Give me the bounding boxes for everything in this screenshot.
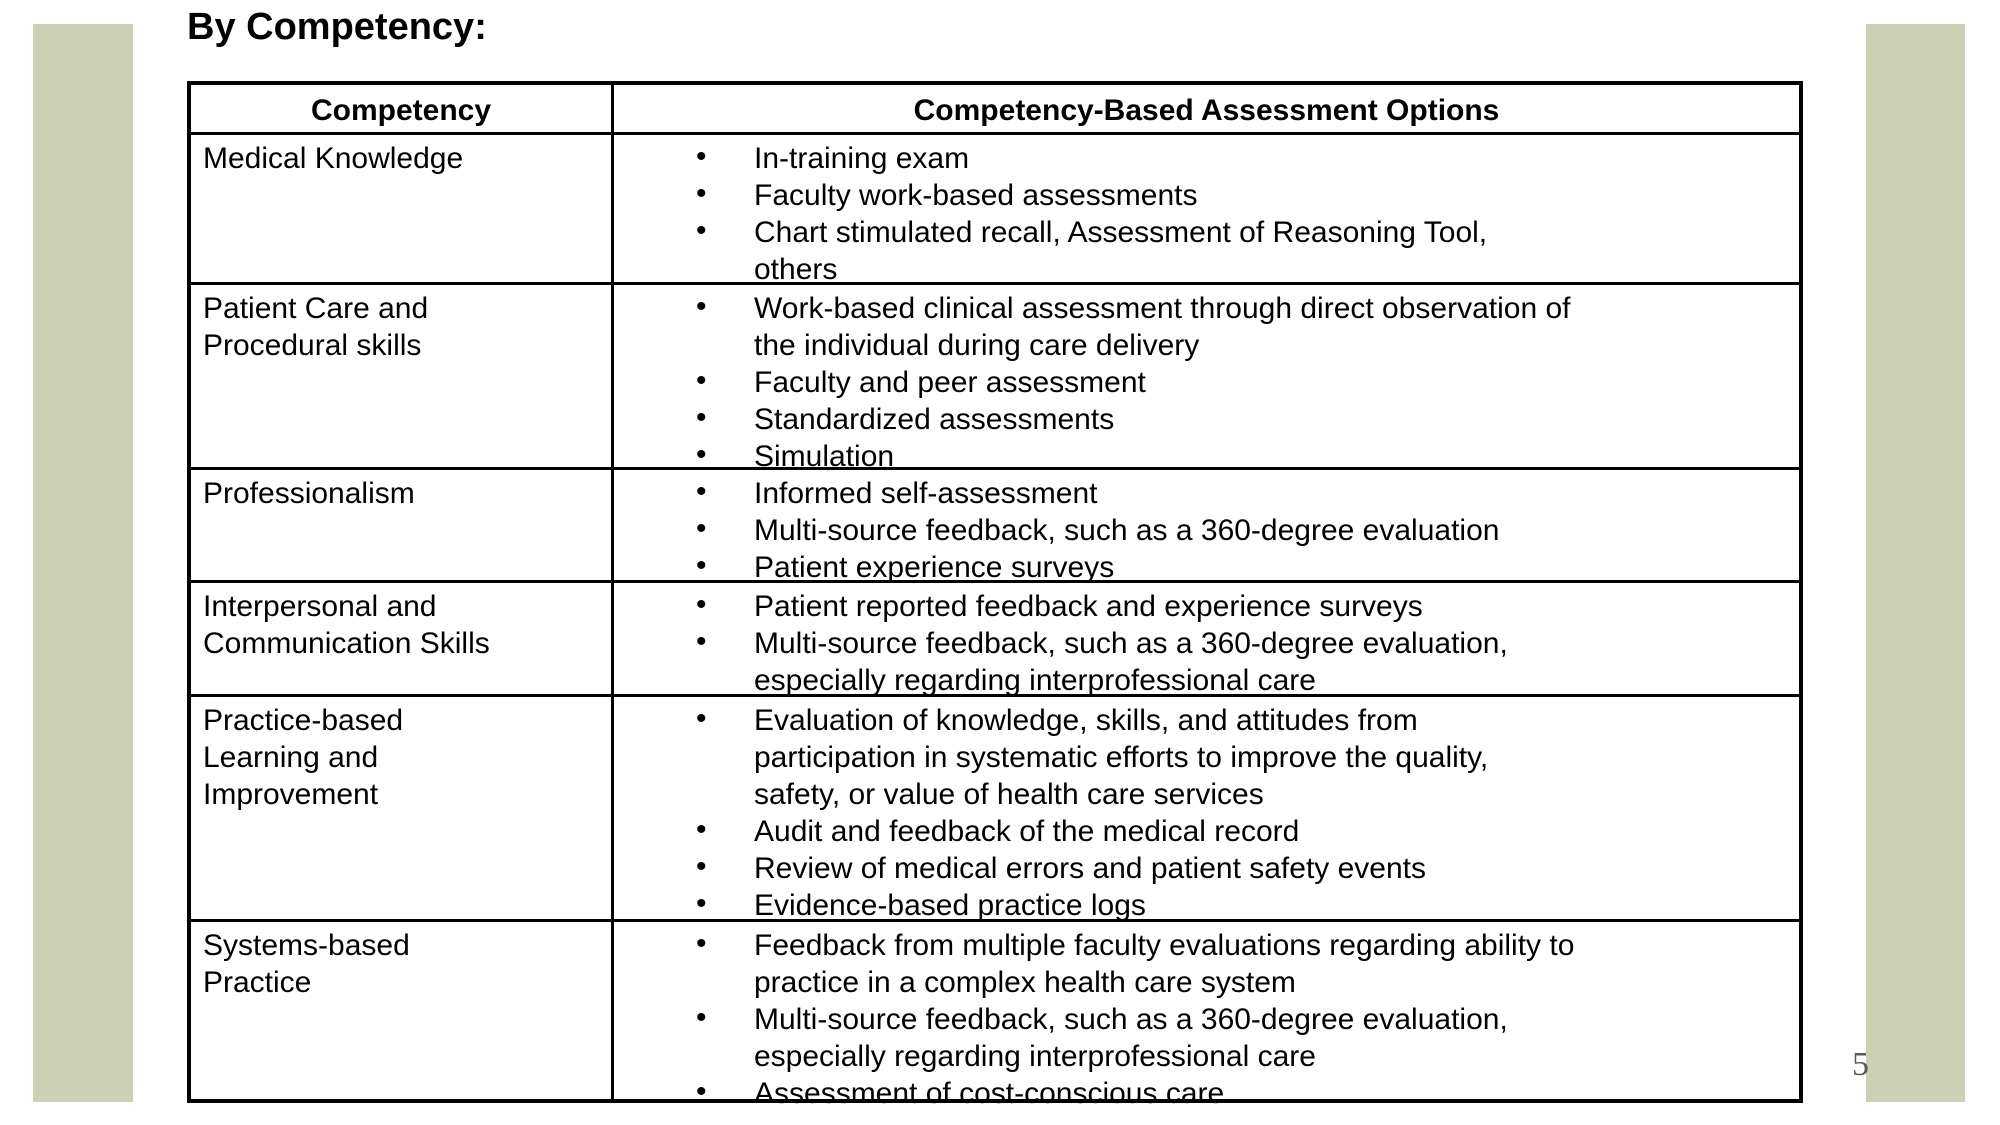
column-header-competency: Competency (191, 85, 614, 135)
bullet-icon: • (696, 927, 707, 960)
option-item: • Simulation (614, 438, 1799, 475)
option-item: • Evaluation of knowledge, skills, and at… (614, 702, 1799, 813)
option-text: Feedback from multiple faculty evaluatio… (754, 929, 1575, 999)
option-text: Review of medical errors and patient saf… (754, 852, 1426, 885)
bullet-icon: • (696, 401, 707, 434)
option-text: Chart stimulated recall, Assessment of R… (754, 216, 1488, 286)
option-item: • Faculty work-based assessments (614, 177, 1799, 214)
option-text: Patient experience surveys (754, 551, 1115, 584)
page-number: 5 (1852, 1046, 1869, 1083)
option-text: Simulation (754, 440, 895, 473)
bullet-icon: • (696, 588, 707, 621)
option-text: Patient reported feedback and experience… (754, 590, 1423, 623)
option-item: • Assessment of cost-conscious care (614, 1075, 1799, 1112)
bullet-icon: • (696, 512, 707, 545)
bullet-icon: • (696, 887, 707, 920)
option-text: Faculty work-based assessments (754, 179, 1198, 212)
bullet-icon: • (696, 1001, 707, 1034)
competency-cell: Medical Knowledge (191, 135, 614, 285)
option-text: Work-based clinical assessment through d… (754, 292, 1571, 362)
bullet-icon: • (696, 702, 707, 735)
bullet-icon: • (696, 813, 707, 846)
options-cell: • In-training exam • Faculty work-based ass… (614, 135, 1799, 288)
option-item: • Feedback from multiple faculty evaluati… (614, 927, 1799, 1001)
competency-cell: Systems-based Practice (191, 922, 614, 1099)
bullet-icon: • (696, 1075, 707, 1108)
bullet-icon: • (696, 214, 707, 247)
option-item: • Multi-source feedback, such as a 360-de… (614, 625, 1799, 699)
bullet-icon: • (696, 475, 707, 508)
options-cell: • Evaluation of knowledge, skills, and at… (614, 697, 1799, 922)
competency-cell: Practice-based Learning and Improvement (191, 697, 614, 922)
competency-table: Competency Competency-Based Assessment O… (187, 81, 1803, 1110)
competency-cell: Patient Care and Procedural skills (191, 285, 614, 470)
bullet-icon: • (696, 290, 707, 323)
option-text: Assessment of cost-conscious care (754, 1077, 1225, 1110)
column-header-assessment-options: Competency-Based Assessment Options (614, 85, 1799, 135)
options-cell: • Patient reported feedback and experienc… (614, 583, 1799, 697)
option-item: • Audit and feedback of the medical recor… (614, 813, 1799, 850)
option-text: Evaluation of knowledge, skills, and att… (754, 704, 1489, 811)
option-item: • Review of medical errors and patient sa… (614, 850, 1799, 887)
bullet-icon: • (696, 364, 707, 397)
option-text: Multi-source feedback, such as a 360-deg… (754, 514, 1500, 547)
option-item: • Informed self-assessment (614, 475, 1799, 512)
bullet-icon: • (696, 850, 707, 883)
option-item: • Multi-source feedback, such as a 360-de… (614, 1001, 1799, 1075)
page-title: By Competency: (187, 6, 487, 48)
option-text: Multi-source feedback, such as a 360-deg… (754, 627, 1508, 697)
option-item: • Patient experience surveys (614, 549, 1799, 586)
option-item: • In-training exam (614, 140, 1799, 177)
option-text: Standardized assessments (754, 403, 1115, 436)
competency-cell: Interpersonal and Communication Skills (191, 583, 614, 697)
option-text: Multi-source feedback, such as a 360-deg… (754, 1003, 1508, 1073)
options-cell: • Work-based clinical assessment through … (614, 285, 1799, 473)
option-text: Faculty and peer assessment (754, 366, 1146, 399)
competency-cell: Professionalism (191, 470, 614, 583)
options-cell: • Informed self-assessment • Multi-source f… (614, 470, 1799, 586)
option-item: • Faculty and peer assessment (614, 364, 1799, 401)
option-item: • Standardized assessments (614, 401, 1799, 438)
left-accent-bar (33, 24, 133, 1102)
option-item: • Evidence-based practice logs (614, 887, 1799, 924)
option-text: Informed self-assessment (754, 477, 1098, 510)
option-text: Audit and feedback of the medical record (754, 815, 1300, 848)
option-item: • Multi-source feedback, such as a 360-de… (614, 512, 1799, 549)
option-item: • Patient reported feedback and experienc… (614, 588, 1799, 625)
bullet-icon: • (696, 625, 707, 658)
bullet-icon: • (696, 438, 707, 471)
bullet-icon: • (696, 140, 707, 173)
option-text: Evidence-based practice logs (754, 889, 1146, 922)
bullet-icon: • (696, 549, 707, 582)
bullet-icon: • (696, 177, 707, 210)
right-accent-bar (1866, 24, 1965, 1102)
option-item: • Work-based clinical assessment through … (614, 290, 1799, 364)
option-text: In-training exam (754, 142, 970, 175)
options-cell: • Feedback from multiple faculty evaluati… (614, 922, 1799, 1110)
option-item: • Chart stimulated recall, Assessment of … (614, 214, 1799, 288)
